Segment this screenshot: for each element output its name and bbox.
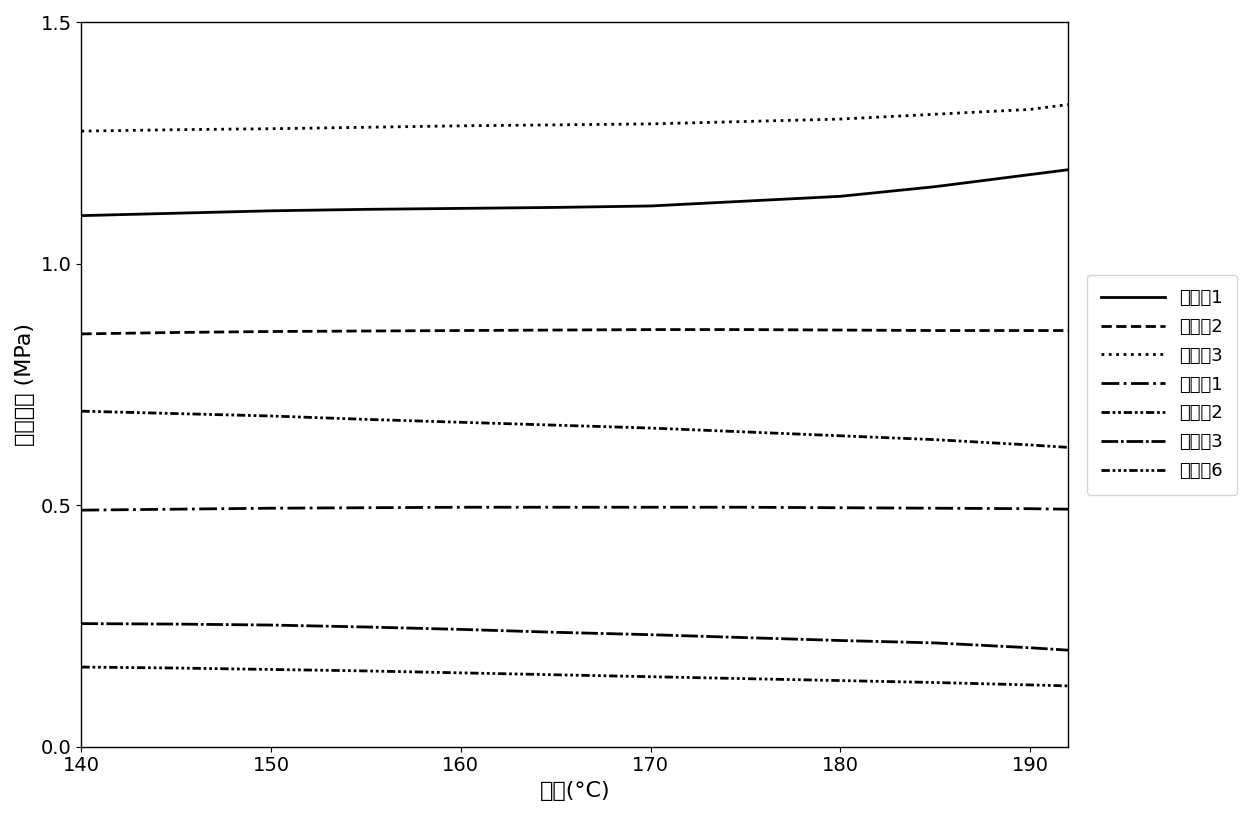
对比例1 <box>737 503 752 512</box>
实施例3 <box>737 117 752 126</box>
对比例3 <box>737 632 752 642</box>
Line: 对比例6: 对比例6 <box>81 667 1068 686</box>
Line: 对比例3: 对比例3 <box>81 623 1068 650</box>
X-axis label: 温度(°C): 温度(°C) <box>540 781 610 801</box>
对比例1 <box>169 504 184 514</box>
实施例1 <box>264 206 279 215</box>
Line: 实施例3: 实施例3 <box>81 104 1068 131</box>
实施例1 <box>1023 170 1038 180</box>
Line: 对比例2: 对比例2 <box>81 411 1068 447</box>
实施例1 <box>833 192 848 202</box>
实施例1 <box>548 202 563 212</box>
实施例3 <box>833 114 848 124</box>
对比例6 <box>644 672 659 681</box>
对比例3 <box>1060 645 1075 655</box>
对比例2 <box>1060 442 1075 452</box>
Line: 实施例1: 实施例1 <box>81 170 1068 215</box>
实施例2 <box>453 326 468 335</box>
实施例2 <box>644 325 659 335</box>
实施例3 <box>74 126 89 136</box>
对比例6 <box>74 662 89 672</box>
实施例1 <box>928 182 943 192</box>
实施例3 <box>169 125 184 135</box>
对比例6 <box>548 670 563 680</box>
对比例3 <box>1023 643 1038 653</box>
对比例1 <box>74 505 89 515</box>
实施例3 <box>548 120 563 130</box>
实施例1 <box>169 208 184 218</box>
对比例3 <box>548 628 563 637</box>
对比例3 <box>833 636 848 645</box>
对比例6 <box>737 674 752 684</box>
对比例6 <box>833 676 848 685</box>
对比例3 <box>264 620 279 630</box>
对比例3 <box>644 630 659 640</box>
实施例2 <box>548 325 563 335</box>
对比例3 <box>169 619 184 629</box>
实施例2 <box>264 326 279 336</box>
对比例1 <box>1060 504 1075 514</box>
实施例3 <box>453 121 468 131</box>
对比例2 <box>169 409 184 419</box>
实施例3 <box>1060 100 1075 109</box>
对比例2 <box>548 420 563 430</box>
对比例2 <box>1023 440 1038 450</box>
对比例1 <box>928 503 943 513</box>
Legend: 实施例1, 实施例2, 实施例3, 对比例1, 对比例2, 对比例3, 对比例6: 实施例1, 实施例2, 实施例3, 对比例1, 对比例2, 对比例3, 对比例6 <box>1087 275 1237 494</box>
实施例2 <box>1023 326 1038 335</box>
实施例3 <box>644 119 659 129</box>
实施例3 <box>1023 104 1038 114</box>
对比例6 <box>1023 680 1038 690</box>
对比例6 <box>169 663 184 673</box>
对比例2 <box>644 424 659 433</box>
实施例2 <box>74 329 89 339</box>
对比例2 <box>928 435 943 445</box>
实施例3 <box>928 109 943 119</box>
对比例2 <box>264 411 279 421</box>
Y-axis label: 储能模量 (MPa): 储能模量 (MPa) <box>15 323 35 446</box>
对比例1 <box>644 503 659 512</box>
对比例3 <box>928 638 943 648</box>
对比例1 <box>548 503 563 512</box>
对比例2 <box>833 431 848 441</box>
实施例1 <box>644 201 659 211</box>
对比例3 <box>74 619 89 628</box>
对比例3 <box>358 622 373 632</box>
实施例3 <box>358 122 373 132</box>
对比例6 <box>1060 681 1075 691</box>
Line: 对比例1: 对比例1 <box>81 508 1068 510</box>
实施例1 <box>737 196 752 206</box>
实施例1 <box>74 211 89 220</box>
实施例1 <box>1060 165 1075 175</box>
对比例3 <box>453 624 468 634</box>
实施例2 <box>169 327 184 337</box>
对比例2 <box>453 417 468 427</box>
对比例6 <box>264 664 279 674</box>
实施例3 <box>264 124 279 134</box>
实施例2 <box>1060 326 1075 335</box>
实施例2 <box>737 325 752 335</box>
对比例1 <box>264 503 279 513</box>
实施例2 <box>928 326 943 335</box>
对比例6 <box>453 668 468 678</box>
实施例2 <box>358 326 373 336</box>
对比例2 <box>358 415 373 424</box>
实施例2 <box>833 325 848 335</box>
对比例2 <box>737 427 752 437</box>
实施例1 <box>453 203 468 213</box>
对比例6 <box>928 677 943 687</box>
对比例1 <box>833 503 848 512</box>
对比例1 <box>1023 503 1038 513</box>
对比例2 <box>74 406 89 416</box>
对比例6 <box>358 666 373 676</box>
对比例1 <box>358 503 373 512</box>
对比例1 <box>453 503 468 512</box>
实施例1 <box>358 205 373 215</box>
Line: 实施例2: 实施例2 <box>81 330 1068 334</box>
